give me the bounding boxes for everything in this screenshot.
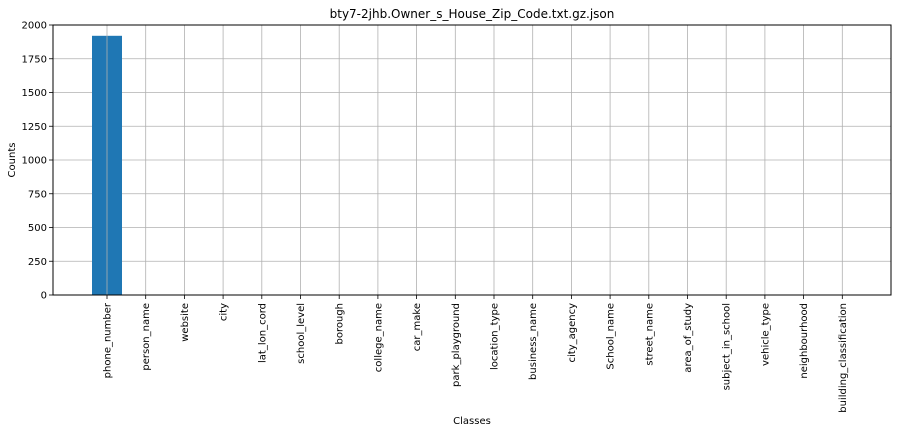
- y-tick-label: 500: [28, 223, 47, 234]
- y-tick-label: 1500: [22, 88, 47, 99]
- y-tick-label: 1750: [22, 54, 47, 65]
- x-tick-label: borough: [335, 303, 346, 345]
- x-tick-label: business_name: [528, 303, 539, 380]
- x-tick-label: location_type: [490, 303, 501, 370]
- x-tick-label: building_classification: [838, 303, 849, 413]
- x-tick-label: park_playground: [451, 303, 462, 387]
- x-axis-label: Classes: [453, 416, 491, 427]
- x-tick-label: city: [219, 303, 230, 321]
- x-tick-label: street_name: [644, 303, 655, 366]
- x-tick-label: college_name: [373, 303, 384, 372]
- x-tick-label: car_make: [412, 303, 423, 351]
- x-tick-label: school_level: [296, 303, 307, 364]
- x-tick-label: area_of_study: [683, 303, 694, 373]
- x-tick-label: neighbourhood: [799, 303, 810, 379]
- y-axis: 0 250 500 750 1000 1250 1500 1750 2000: [22, 21, 53, 302]
- x-tick-label: lat_lon_cord: [257, 303, 268, 363]
- y-tick-label: 250: [28, 257, 47, 268]
- y-tick-label: 1000: [22, 156, 47, 167]
- bars: [92, 25, 843, 296]
- y-tick-label: 1250: [22, 122, 47, 133]
- x-axis: phone_number person_name website city lat_lo…: [103, 295, 849, 413]
- x-tick-label: website: [180, 303, 191, 342]
- x-tick-label: city_agency: [567, 303, 578, 363]
- y-tick-label: 2000: [22, 21, 47, 32]
- y-tick-label: 750: [28, 189, 47, 200]
- x-tick-label: subject_in_school: [722, 303, 733, 390]
- plot-frame: [52, 24, 892, 296]
- x-tick-label: vehicle_type: [760, 303, 771, 366]
- y-axis-label: Counts: [7, 143, 18, 178]
- y-tick-label: 0: [41, 291, 47, 302]
- chart-title: bty7-2jhb.Owner_s_House_Zip_Code.txt.gz.…: [330, 7, 615, 21]
- x-tick-label: phone_number: [103, 302, 114, 378]
- x-tick-label: School_name: [606, 303, 617, 370]
- x-tick-label: person_name: [141, 303, 152, 371]
